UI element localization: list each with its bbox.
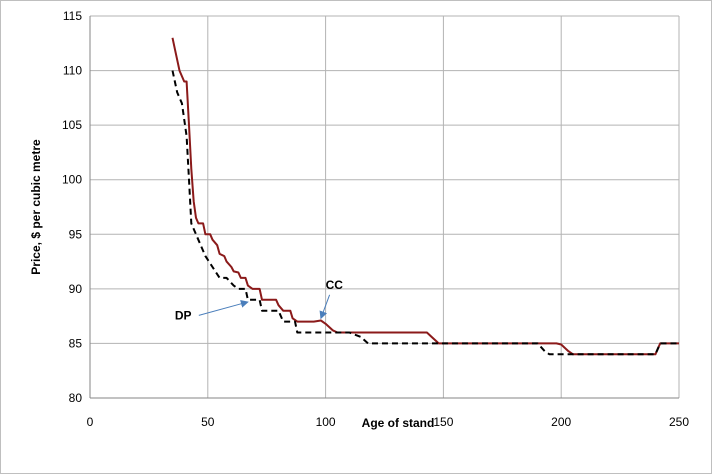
x-tick-label-1: 50 <box>201 415 215 429</box>
y-tick-label-2: 90 <box>69 282 83 296</box>
x-axis-label: Age of stand <box>362 416 435 430</box>
y-tick-label-3: 95 <box>69 227 83 241</box>
gridlines <box>89 15 680 399</box>
series-line-cc <box>171 37 679 356</box>
y-tick-label-7: 115 <box>63 9 82 23</box>
x-tick-label-4: 200 <box>551 415 571 429</box>
y-tick-labels: 80 85 90 95 100 105 110 115 <box>62 9 82 405</box>
x-tick-label-0: 0 <box>87 415 94 429</box>
y-axis-label: Price, $ per cubic metre <box>29 139 43 275</box>
y-tick-label-5: 105 <box>62 118 82 132</box>
annotation-label-dp: DP <box>175 308 192 322</box>
annotations: CC DP <box>175 278 343 323</box>
y-tick-label-6: 110 <box>63 64 82 78</box>
y-tick-label-0: 80 <box>69 391 83 405</box>
x-tick-label-2: 100 <box>316 415 336 429</box>
series-line-dp <box>171 70 679 356</box>
series-lines <box>171 37 679 356</box>
annotation-arrow-dp <box>198 299 249 316</box>
y-tick-label-4: 100 <box>62 173 82 187</box>
annotation-arrow-cc <box>319 294 331 320</box>
x-tick-labels: 0 50 100 150 200 250 <box>87 415 690 429</box>
y-tick-label-1: 85 <box>69 336 83 350</box>
annotation-label-cc: CC <box>326 278 344 292</box>
x-tick-label-5: 250 <box>669 415 689 429</box>
axes <box>89 16 679 399</box>
x-tick-label-3: 150 <box>433 415 453 429</box>
